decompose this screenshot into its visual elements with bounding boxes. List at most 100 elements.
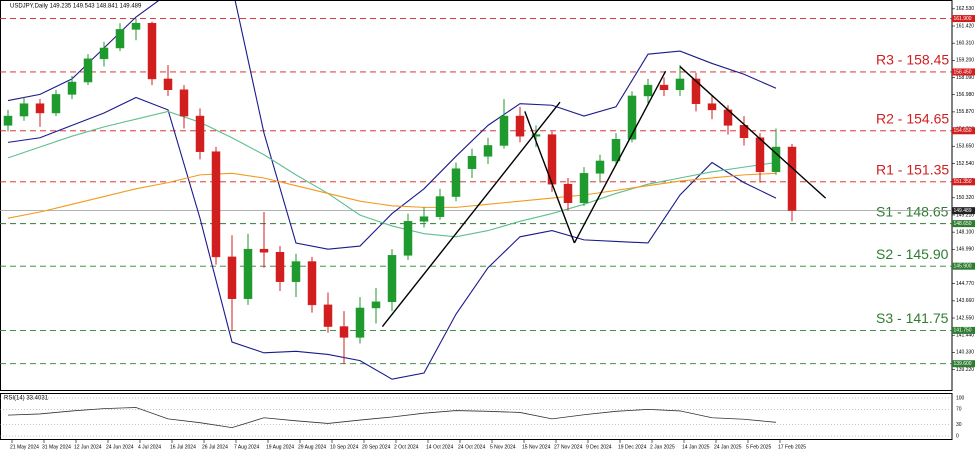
candle-body [403,221,413,256]
candle-body [19,103,29,117]
x-tick-label: 14 Oct 2024 [426,444,453,450]
candle-body [163,78,173,91]
rsi-line [7,407,777,429]
candle-body [211,151,221,258]
x-tick-label: 19 Dec 2024 [618,444,647,450]
candle-body [195,115,205,152]
candle-body [115,29,125,49]
x-tick-label: 26 Jul 2024 [202,444,228,450]
candle-body [259,248,269,253]
level-box [952,262,975,270]
x-tick-label: 31 May 2024 [42,444,71,450]
candle-body [243,248,253,299]
candle-body [611,139,621,162]
level-name: R1 - 151.35 [876,162,949,178]
y-tick-label: 146.990 [956,247,974,253]
candle-body [659,84,669,91]
candle-body [387,255,397,303]
rsi-tick-label: 30 [956,422,962,428]
level-label: 141.750 [954,328,972,334]
x-tick-label: 9 Dec 2024 [586,444,612,450]
x-tick-label: 21 May 2024 [10,444,39,450]
x-tick-label: 27 Nov 2024 [554,444,583,450]
x-tick-label: 2 Oct 2024 [394,444,419,450]
candle-body [83,58,93,83]
rsi-title: RSI(14) 33.4031 [4,396,49,402]
candle-body [291,261,301,282]
candle-body [755,137,765,173]
candle-body [627,95,637,140]
level-label: 154.650 [954,128,972,134]
y-tick-label: 160.310 [956,41,974,47]
level-label: 151.350 [954,179,972,185]
candle-body [3,115,13,126]
y-tick-label: 141.440 [956,333,974,339]
x-tick-label: 2 Jan 2025 [650,444,675,450]
main-panel [0,0,953,391]
candle-body [419,216,429,222]
overlay-line [7,110,777,238]
y-tick-label: 150.320 [956,195,974,201]
y-tick-label: 156.980 [956,92,974,98]
x-tick-label: 24 Jun 2024 [106,444,134,450]
candle-body [579,173,589,203]
candle-body [451,168,461,197]
overlay-line [7,172,777,219]
candle-body [371,301,381,309]
y-tick-label: 142.550 [956,315,974,321]
level-name: R2 - 154.65 [876,110,949,126]
x-tick-label: 20 Sep 2024 [362,444,391,450]
level-box [952,326,975,334]
candle-body [531,134,541,137]
y-tick-label: 148.100 [956,229,974,235]
trendline [524,111,576,244]
candle-body [67,81,77,95]
y-tick-label: 155.870 [956,109,974,115]
x-tick-label: 12 Jun 2024 [74,444,102,450]
candle-body [99,47,109,60]
y-tick-label: 152.540 [956,161,974,167]
y-tick-label: 140.330 [956,350,974,356]
candle-body [179,89,189,117]
trendline [573,70,667,244]
y-tick-label: 159.200 [956,58,974,64]
main-plot: R3 - 158.45 R2 - 154.65 R1 - 151.35 S1 - 14… [0,1,952,380]
x-tick-label: 24 Jan 2025 [714,444,742,450]
y-tick-label: 139.220 [956,367,974,373]
x-tick-label: 4 Jul 2024 [138,444,161,450]
x-tick-label: 10 Sep 2024 [330,444,359,450]
candle-body [691,78,701,104]
rsi-panel [0,393,953,440]
candle-body [707,103,717,111]
level-box [952,220,975,228]
overlay-line [7,96,777,380]
level-box [952,360,975,368]
axes: 162.530 161.420 160.310 159.200 158.090 156.9… [10,6,975,450]
candle-body [147,22,157,80]
level-label: 161.900 [954,16,972,22]
rsi-tick-label: 70 [956,407,962,413]
level-box [952,178,975,186]
x-tick-label: 17 Feb 2025 [778,444,806,450]
overlay-line [7,1,777,250]
x-tick-label: 5 Nov 2024 [490,444,516,450]
candle-body [131,22,141,30]
candle-body [227,256,237,299]
candle-body [643,84,653,97]
x-tick-label: 7 Aug 2024 [234,444,260,450]
x-tick-label: 16 Jul 2024 [170,444,196,450]
level-name: R3 - 158.45 [876,52,949,68]
candle-body [739,125,749,138]
y-tick-label: 143.660 [956,298,974,304]
candle-body [339,326,349,338]
trendline [381,101,561,327]
candle-body [355,307,365,338]
candle-body [435,196,445,217]
candle-body [771,146,781,173]
candle-body [307,261,317,306]
candle-body [323,304,333,327]
candle-body [515,115,525,137]
level-label: 158.450 [954,69,972,75]
last-price-label: 149.489 [954,208,972,214]
